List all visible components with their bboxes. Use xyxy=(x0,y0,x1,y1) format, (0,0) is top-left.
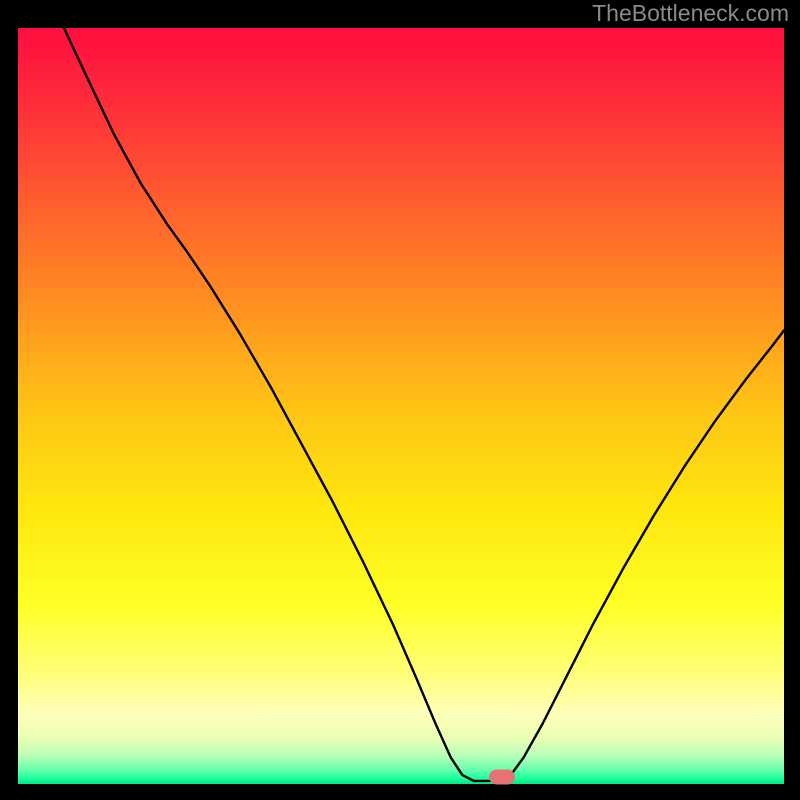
chart-stage: TheBottleneck.com xyxy=(0,0,800,800)
watermark-text: TheBottleneck.com xyxy=(592,0,789,27)
bottleneck-curve xyxy=(64,28,784,781)
curve-svg xyxy=(18,28,784,784)
plot-area xyxy=(18,28,784,784)
highlight-marker xyxy=(489,770,515,785)
